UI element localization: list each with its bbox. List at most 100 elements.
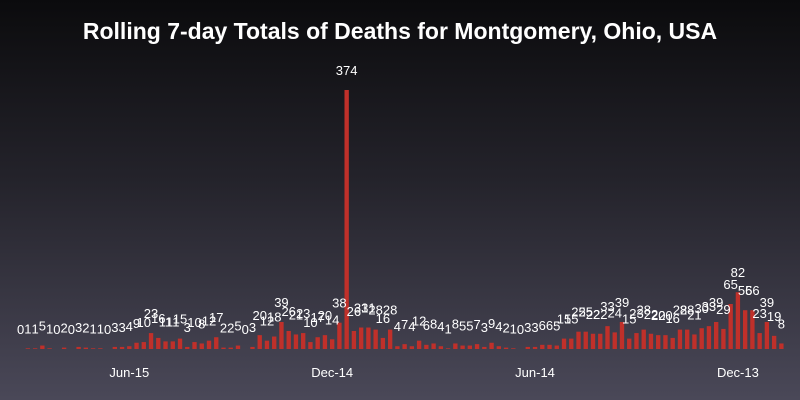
bar	[771, 335, 777, 349]
bar-value-label: 2	[82, 321, 89, 336]
bar-value-label: 0	[104, 322, 111, 337]
bar-value-label: 5	[234, 319, 241, 334]
bar-value-label: 16	[376, 311, 390, 326]
bar-value-label: 6	[539, 318, 546, 333]
bar	[532, 346, 538, 349]
bar-value-label: 24	[608, 305, 622, 320]
bar	[76, 346, 81, 349]
bar	[648, 333, 654, 349]
bar-value-label: 22	[644, 307, 658, 322]
bar	[235, 345, 241, 349]
bar	[351, 330, 357, 349]
bar-value-label: 25	[571, 305, 585, 320]
bar	[83, 347, 89, 349]
bar	[25, 348, 31, 349]
bar-value-label: 17	[310, 310, 324, 325]
bar	[170, 341, 175, 349]
bar	[366, 327, 371, 349]
bar-value-label: 5	[459, 319, 466, 334]
bar	[619, 321, 625, 349]
bar-value-label: 26	[347, 304, 361, 319]
bar	[750, 310, 755, 349]
bar	[373, 329, 378, 349]
bar-value-label: 28	[383, 303, 397, 318]
bar-value-label: 30	[694, 301, 708, 316]
bar-value-label: 39	[709, 295, 723, 310]
bar	[272, 336, 277, 349]
bar	[416, 340, 422, 349]
bar	[692, 334, 697, 349]
bar	[127, 346, 132, 349]
bar	[134, 342, 139, 349]
bar	[61, 347, 67, 349]
bar	[47, 348, 52, 349]
bar-value-label: 20	[651, 308, 665, 323]
bar	[634, 333, 639, 349]
bar-value-label: 0	[242, 322, 249, 337]
bar	[590, 333, 596, 349]
bar	[547, 344, 552, 349]
bar-value-label: 23	[296, 306, 310, 321]
bar	[728, 303, 733, 349]
bar-value-label: 4	[408, 319, 415, 334]
bar-value-label: 8	[430, 316, 437, 331]
bar-value-label: 3	[524, 320, 531, 335]
bar	[301, 333, 306, 349]
bar-value-label: 0	[68, 322, 75, 337]
bar-value-label: 29	[716, 302, 730, 317]
bar-value-label: 10	[303, 315, 317, 330]
bar	[561, 338, 567, 349]
bar	[583, 331, 588, 349]
x-tick-label: Dec-13	[717, 365, 759, 380]
bar-value-label: 1	[510, 321, 517, 336]
bar	[40, 345, 45, 349]
bar-value-label: 65	[723, 277, 737, 292]
bar	[757, 333, 762, 349]
bar	[156, 337, 161, 349]
bar	[402, 344, 407, 349]
bar	[192, 342, 197, 349]
bar-value-label: 12	[412, 314, 426, 329]
bar	[641, 329, 646, 349]
bar	[424, 344, 429, 349]
bar-value-label: 14	[325, 312, 339, 327]
bar	[279, 321, 284, 349]
bar-value-label: 10	[187, 315, 201, 330]
bar-value-label: 9	[488, 316, 495, 331]
bar	[308, 342, 313, 349]
bar-value-label: 0	[17, 322, 24, 337]
bar-value-label: 2	[220, 321, 227, 336]
bar	[598, 333, 603, 349]
bar	[264, 340, 270, 349]
bar-value-label: 20	[318, 308, 332, 323]
bar-value-label: 31	[354, 301, 368, 316]
bar	[764, 321, 770, 349]
bar	[395, 346, 400, 349]
bar-value-label: 0	[517, 322, 524, 337]
bar-value-label: 20	[252, 308, 266, 323]
bar	[503, 347, 509, 349]
bar-value-label: 8	[452, 316, 459, 331]
bar-value-label: 11	[166, 314, 180, 329]
bar	[250, 346, 255, 349]
bar-value-label: 39	[760, 295, 774, 310]
bar	[177, 338, 183, 349]
bar	[714, 321, 719, 349]
bar	[706, 326, 712, 349]
bar-value-label: 56	[738, 283, 752, 298]
x-tick-label: Dec-14	[311, 365, 353, 380]
bar	[98, 348, 103, 349]
bar	[445, 348, 451, 349]
bar	[627, 338, 632, 349]
bar	[185, 346, 190, 349]
bar-value-label: 3	[481, 320, 488, 335]
bar	[677, 329, 683, 349]
bar-value-label: 1	[31, 321, 38, 336]
bar	[525, 346, 530, 349]
bar-value-label: 33	[702, 299, 716, 314]
bar-value-label: 22	[593, 307, 607, 322]
bar-value-label: 25	[579, 305, 593, 320]
bar-value-label: 23	[629, 306, 643, 321]
bar-value-label: 374	[336, 63, 358, 78]
bar-value-label: 5	[553, 319, 560, 334]
